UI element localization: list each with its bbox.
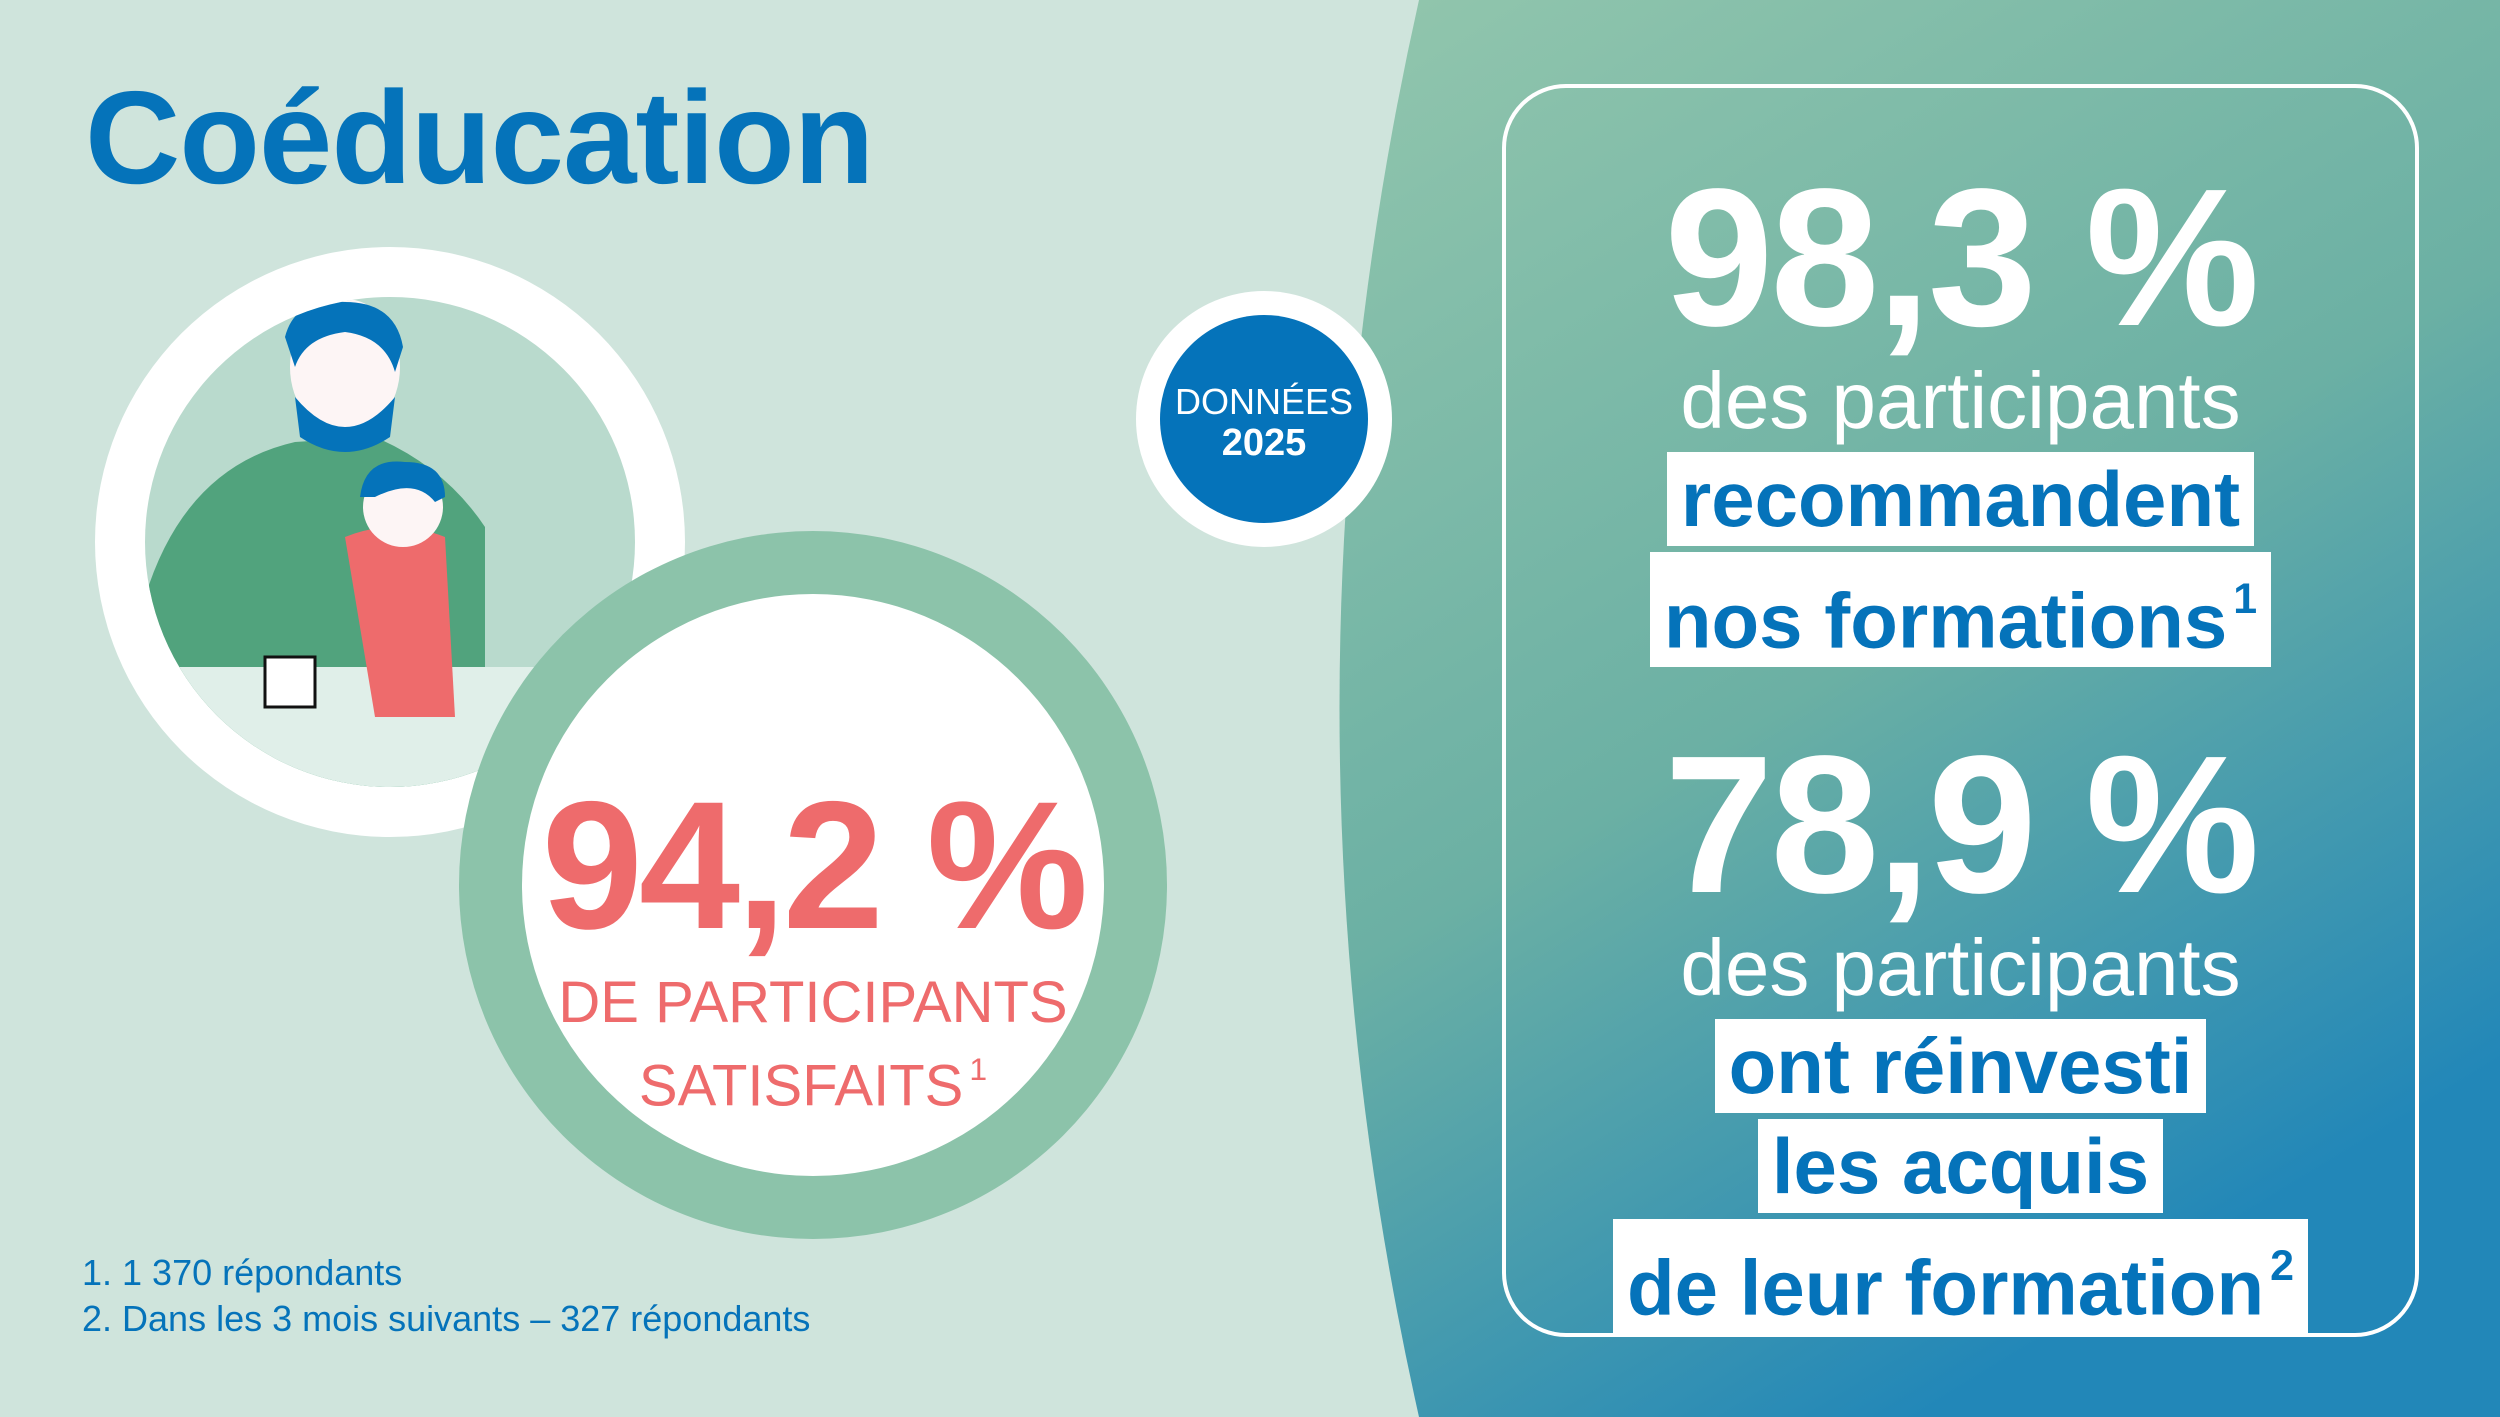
footnote-ref: 2: [2270, 1242, 2294, 1291]
stat-highlight: ont réinvesti: [1714, 1019, 2207, 1114]
satisfaction-stat-circle: 94,2 % DE PARTICIPANTS SATISFAITS 1: [459, 531, 1167, 1239]
stat-subtitle: des participants: [1680, 356, 2241, 445]
stat-value: 78,9 %: [1664, 715, 2259, 935]
satisfaction-label-line1: DE PARTICIPANTS: [558, 970, 1068, 1035]
stats-card: 98,3 % des participants recommandent nos…: [1502, 84, 2419, 1337]
footnote-2: 2. Dans les 3 mois suivants – 327 répond…: [82, 1298, 811, 1339]
page-title: Coéducation: [85, 64, 874, 211]
stat-highlight: recommandent: [1666, 452, 2255, 546]
satisfaction-label: DE PARTICIPANTS SATISFAITS 1: [522, 970, 1104, 1120]
badge-year: 2025: [1221, 422, 1307, 464]
satisfaction-label-line2: SATISFAITS: [638, 1053, 964, 1119]
footnote-1: 1. 1 370 répondants: [82, 1252, 403, 1293]
footnotes: 1. 1 370 répondants 2. Dans les 3 mois s…: [82, 1250, 810, 1342]
stat-subtitle: des participants: [1680, 923, 2241, 1013]
stat-highlight: nos formations 1: [1649, 552, 2272, 668]
stat-highlight: de leur formation 2: [1613, 1219, 2308, 1335]
year-badge: DONNÉES 2025: [1136, 291, 1392, 547]
stat-block-reinvest: 78,9 % des participants ont réinvesti le…: [1506, 715, 2415, 1335]
footnote-ref: 1: [969, 1051, 988, 1087]
satisfaction-value: 94,2 %: [541, 763, 1089, 967]
stat-highlight-text: nos formations: [1663, 576, 2228, 665]
stat-highlight-text: de leur formation: [1627, 1243, 2265, 1332]
stat-block-recommend: 98,3 % des participants recommandent nos…: [1506, 148, 2415, 668]
footnote-ref: 1: [2233, 575, 2258, 623]
badge-label: DONNÉES: [1174, 381, 1354, 422]
stat-value: 98,3 %: [1664, 148, 2259, 367]
stat-highlight: les acquis: [1757, 1119, 2164, 1214]
